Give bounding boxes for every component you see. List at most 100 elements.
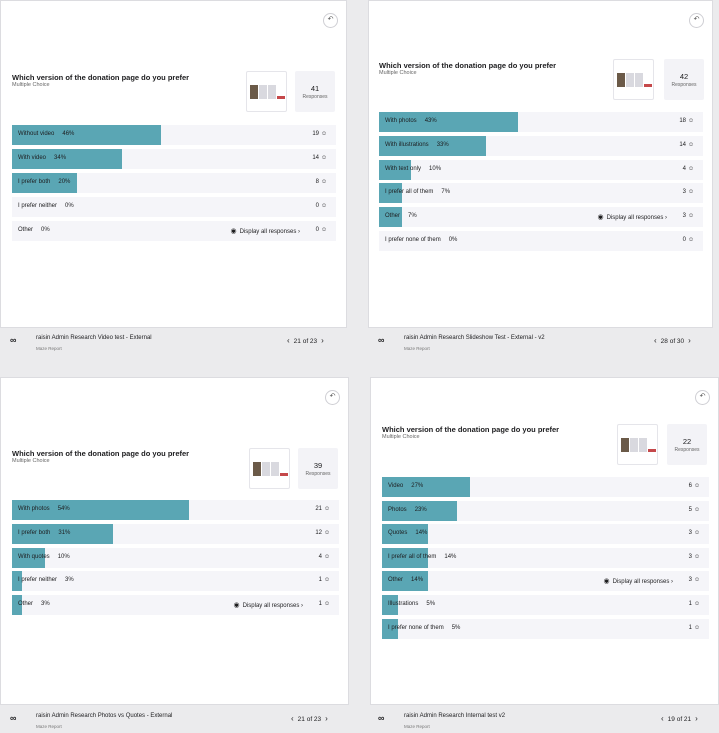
eye-icon: ◉	[233, 602, 240, 610]
answer-count: 0 ☺	[316, 227, 328, 233]
answer-count-value: 1	[318, 601, 322, 608]
answer-row: I prefer both 20% 8 ☺	[12, 173, 336, 193]
answer-row: I prefer both 31% 12 ☺	[12, 523, 339, 544]
responses-count: 42 Responses	[664, 59, 704, 100]
question-card: ↶ Which version of the donation page do y…	[370, 377, 719, 705]
responses-label: Responses	[671, 82, 697, 88]
undo-icon[interactable]: ↶	[323, 13, 338, 28]
answer-percent: 14%	[411, 577, 424, 584]
question-title: Which version of the donation page do yo…	[12, 449, 190, 458]
answer-count: 6 ☺	[689, 483, 701, 489]
next-page-button[interactable]: ›	[325, 714, 328, 723]
thumbnail-screen	[268, 85, 276, 99]
answer-count: 1 ☺	[319, 577, 331, 583]
answer-text: I prefer none of them	[385, 237, 441, 243]
question-title: Which version of the donation page do yo…	[379, 61, 557, 70]
question-type: Multiple Choice	[379, 70, 417, 76]
answer-count: 1 ☺	[319, 601, 331, 607]
screens-thumbnail[interactable]	[613, 59, 654, 100]
next-page-button[interactable]: ›	[695, 714, 698, 723]
answer-text: Quotes	[388, 530, 408, 537]
prev-page-button[interactable]: ‹	[661, 714, 664, 723]
answer-label: I prefer none of them 5%	[388, 625, 460, 631]
undo-icon[interactable]: ↶	[695, 390, 710, 405]
thumbnail-screen	[253, 462, 261, 476]
answer-bar	[379, 159, 412, 180]
answer-bar	[382, 618, 399, 639]
next-page-button[interactable]: ›	[688, 336, 691, 345]
prev-page-button[interactable]: ‹	[287, 336, 290, 345]
answer-percent: 3%	[65, 577, 74, 584]
prev-page-button[interactable]: ‹	[654, 336, 657, 345]
thumbnail-screen	[621, 438, 629, 452]
answer-label: Other 0%	[18, 227, 50, 233]
answer-count: 4 ☺	[319, 554, 331, 560]
answer-row: Other 3% ◉ Display all responses › 1 ☺	[12, 595, 339, 616]
answer-percent: 7%	[408, 213, 417, 220]
answer-text: Without video	[18, 131, 55, 137]
undo-icon[interactable]: ↶	[689, 13, 704, 28]
answer-count-value: 3	[688, 530, 692, 537]
answer-count: 18 ☺	[679, 118, 695, 124]
answer-count-value: 0	[315, 203, 319, 209]
answer-bar	[382, 595, 399, 615]
answer-row: Other 14% ◉ Display all responses › 3 ☺	[382, 571, 709, 592]
prev-page-button[interactable]: ‹	[291, 714, 294, 723]
responses-label: Responses	[302, 94, 328, 100]
answer-percent: 43%	[424, 118, 437, 124]
page-indicator: 21 of 23	[297, 716, 322, 723]
answer-label: Video 27%	[388, 483, 423, 489]
answer-count-value: 3	[682, 213, 686, 220]
answer-count: 5 ☺	[689, 507, 701, 513]
question-title: Which version of the donation page do yo…	[382, 425, 560, 434]
responses-number: 41	[310, 84, 320, 93]
answer-row: Video 27% 6 ☺	[382, 477, 709, 497]
screens-thumbnail[interactable]	[617, 424, 658, 465]
thumbnail-screen	[262, 462, 270, 476]
answer-text: With quotes	[18, 553, 50, 560]
answer-percent: 33%	[436, 141, 449, 148]
answer-text: I prefer both	[18, 529, 51, 536]
undo-icon[interactable]: ↶	[325, 390, 340, 405]
answer-count: 3 ☺	[689, 530, 701, 536]
next-page-button[interactable]: ›	[321, 336, 324, 345]
answer-text: I prefer all of them	[385, 189, 434, 196]
answer-row: I prefer all of them 14% 3 ☺	[382, 547, 709, 568]
display-all-responses-link[interactable]: ◉ Display all responses ›	[231, 227, 300, 235]
answer-text: I prefer neither	[18, 577, 58, 584]
maze-logo-icon: ∞	[378, 713, 385, 723]
answer-label: I prefer all of them 14%	[388, 554, 456, 560]
responses-count: 22 Responses	[667, 424, 707, 465]
screens-thumbnail[interactable]	[249, 448, 290, 489]
report-panel: ↶ Which version of the donation page do y…	[0, 0, 347, 355]
screens-thumbnail[interactable]	[246, 71, 287, 112]
answer-percent: 10%	[57, 553, 70, 560]
answer-label: Quotes 14%	[388, 530, 427, 536]
eye-icon: ◉	[603, 578, 610, 586]
people-icon: ☺	[688, 237, 695, 243]
answer-count-value: 18	[679, 118, 686, 124]
pagination: ‹ 21 of 23 ›	[287, 714, 332, 723]
answer-row: With quotes 10% 4 ☺	[12, 547, 339, 568]
display-all-responses-link[interactable]: ◉ Display all responses ›	[598, 213, 667, 221]
display-all-responses-link[interactable]: ◉ Display all responses ›	[234, 601, 303, 609]
answer-text: I prefer both	[18, 179, 51, 185]
answer-bar	[12, 595, 22, 616]
answer-label: I prefer neither 3%	[18, 577, 74, 583]
people-icon: ☺	[694, 530, 701, 537]
answer-percent: 31%	[58, 529, 71, 536]
page-indicator: 21 of 23	[293, 338, 318, 345]
people-icon: ☺	[321, 131, 328, 137]
maze-logo-icon: ∞	[10, 713, 17, 723]
answer-row: Other 7% ◉ Display all responses › 3 ☺	[379, 207, 703, 228]
question-card: ↶ Which version of the donation page do y…	[0, 377, 349, 705]
report-subtitle: Maze Report	[404, 346, 430, 351]
report-footer: ∞ raisin Admin Research Internal test v2 M…	[378, 713, 719, 731]
display-all-label: Display all responses	[606, 215, 664, 222]
display-all-responses-link[interactable]: ◉ Display all responses ›	[604, 577, 673, 585]
answer-row: With photos 43% 18 ☺	[379, 112, 703, 132]
answer-bar	[12, 523, 114, 544]
answer-count: 0 ☺	[316, 203, 328, 209]
responses-count: 39 Responses	[298, 448, 338, 489]
answer-percent: 7%	[441, 189, 451, 196]
